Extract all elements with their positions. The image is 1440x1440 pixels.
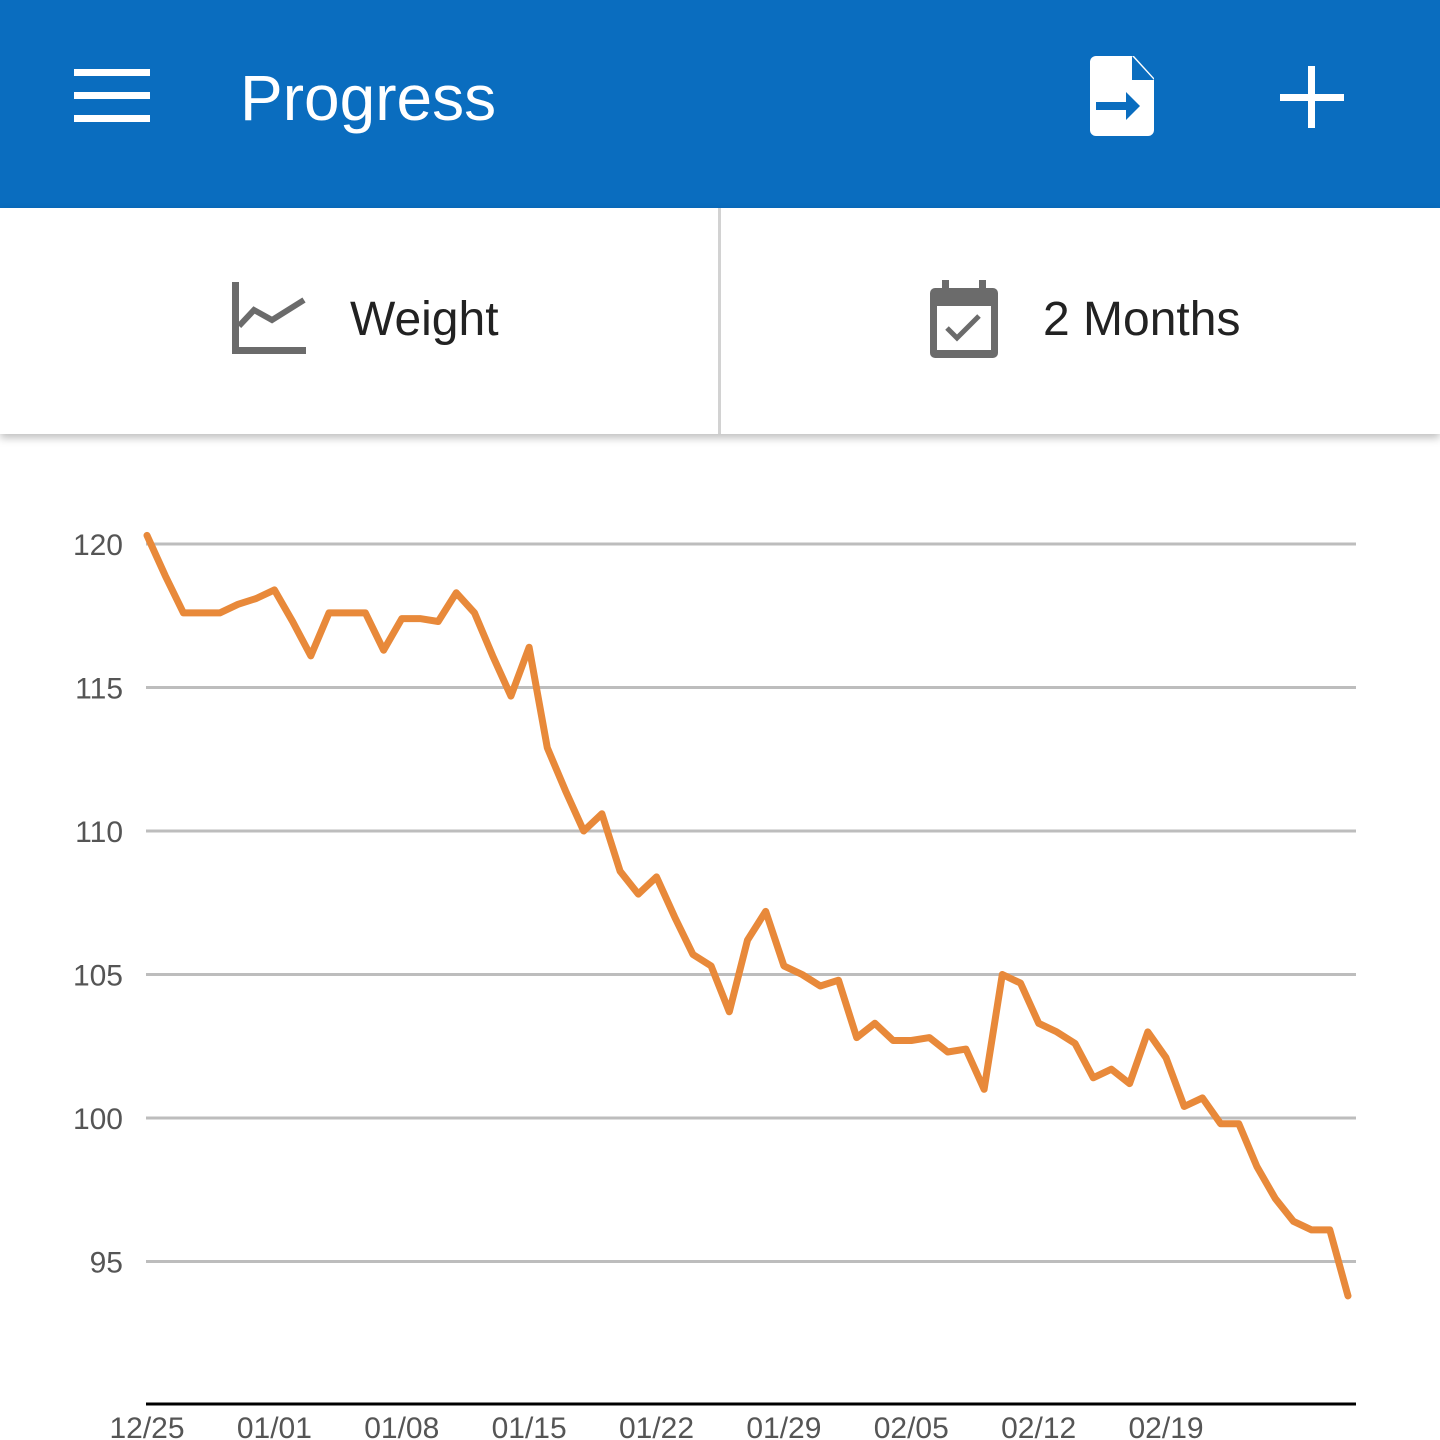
x-tick-label: 01/29 [746,1412,821,1440]
y-tick-label: 95 [90,1247,123,1280]
x-tick-label: 02/12 [1001,1412,1076,1440]
x-tick-label: 01/15 [492,1412,567,1440]
x-tick-label: 01/08 [364,1412,439,1440]
weight-series-line [143,531,1352,1300]
y-tick-label: 100 [73,1103,123,1136]
metric-selector[interactable]: Weight [0,208,718,434]
add-button[interactable] [1264,50,1360,146]
menu-icon[interactable] [62,55,162,135]
chart-canvas: 120 115 110 105 100 95 12/25 01/01 01/08 01/15 01/… [73,529,1356,1440]
y-tick-label: 115 [75,673,123,706]
date-range-selector[interactable]: 2 Months [721,208,1440,434]
file-export-icon [1090,56,1154,136]
app-bar: Progress [0,0,1440,208]
weight-chart: 120 115 110 105 100 95 12/25 01/01 01/08 01/15 01/… [0,434,1440,1440]
export-button[interactable] [1074,46,1166,146]
filter-divider [718,208,721,434]
x-tick-label: 02/19 [1128,1412,1203,1440]
metric-label: Weight [350,293,499,346]
x-tick-label: 12/25 [109,1412,184,1440]
x-tick-label: 01/22 [619,1412,694,1440]
y-tick-label: 110 [75,816,123,849]
date-range-label: 2 Months [1043,293,1241,346]
filter-bar: Weight 2 Months [0,208,1440,434]
y-tick-label: 120 [73,529,123,562]
x-tick-label: 01/01 [237,1412,312,1440]
plus-icon [1280,66,1344,128]
page-title: Progress [240,62,497,134]
y-tick-label: 105 [73,960,123,993]
calendar-check-icon [930,280,998,358]
line-chart-icon [232,282,306,354]
x-tick-label: 02/05 [874,1412,949,1440]
